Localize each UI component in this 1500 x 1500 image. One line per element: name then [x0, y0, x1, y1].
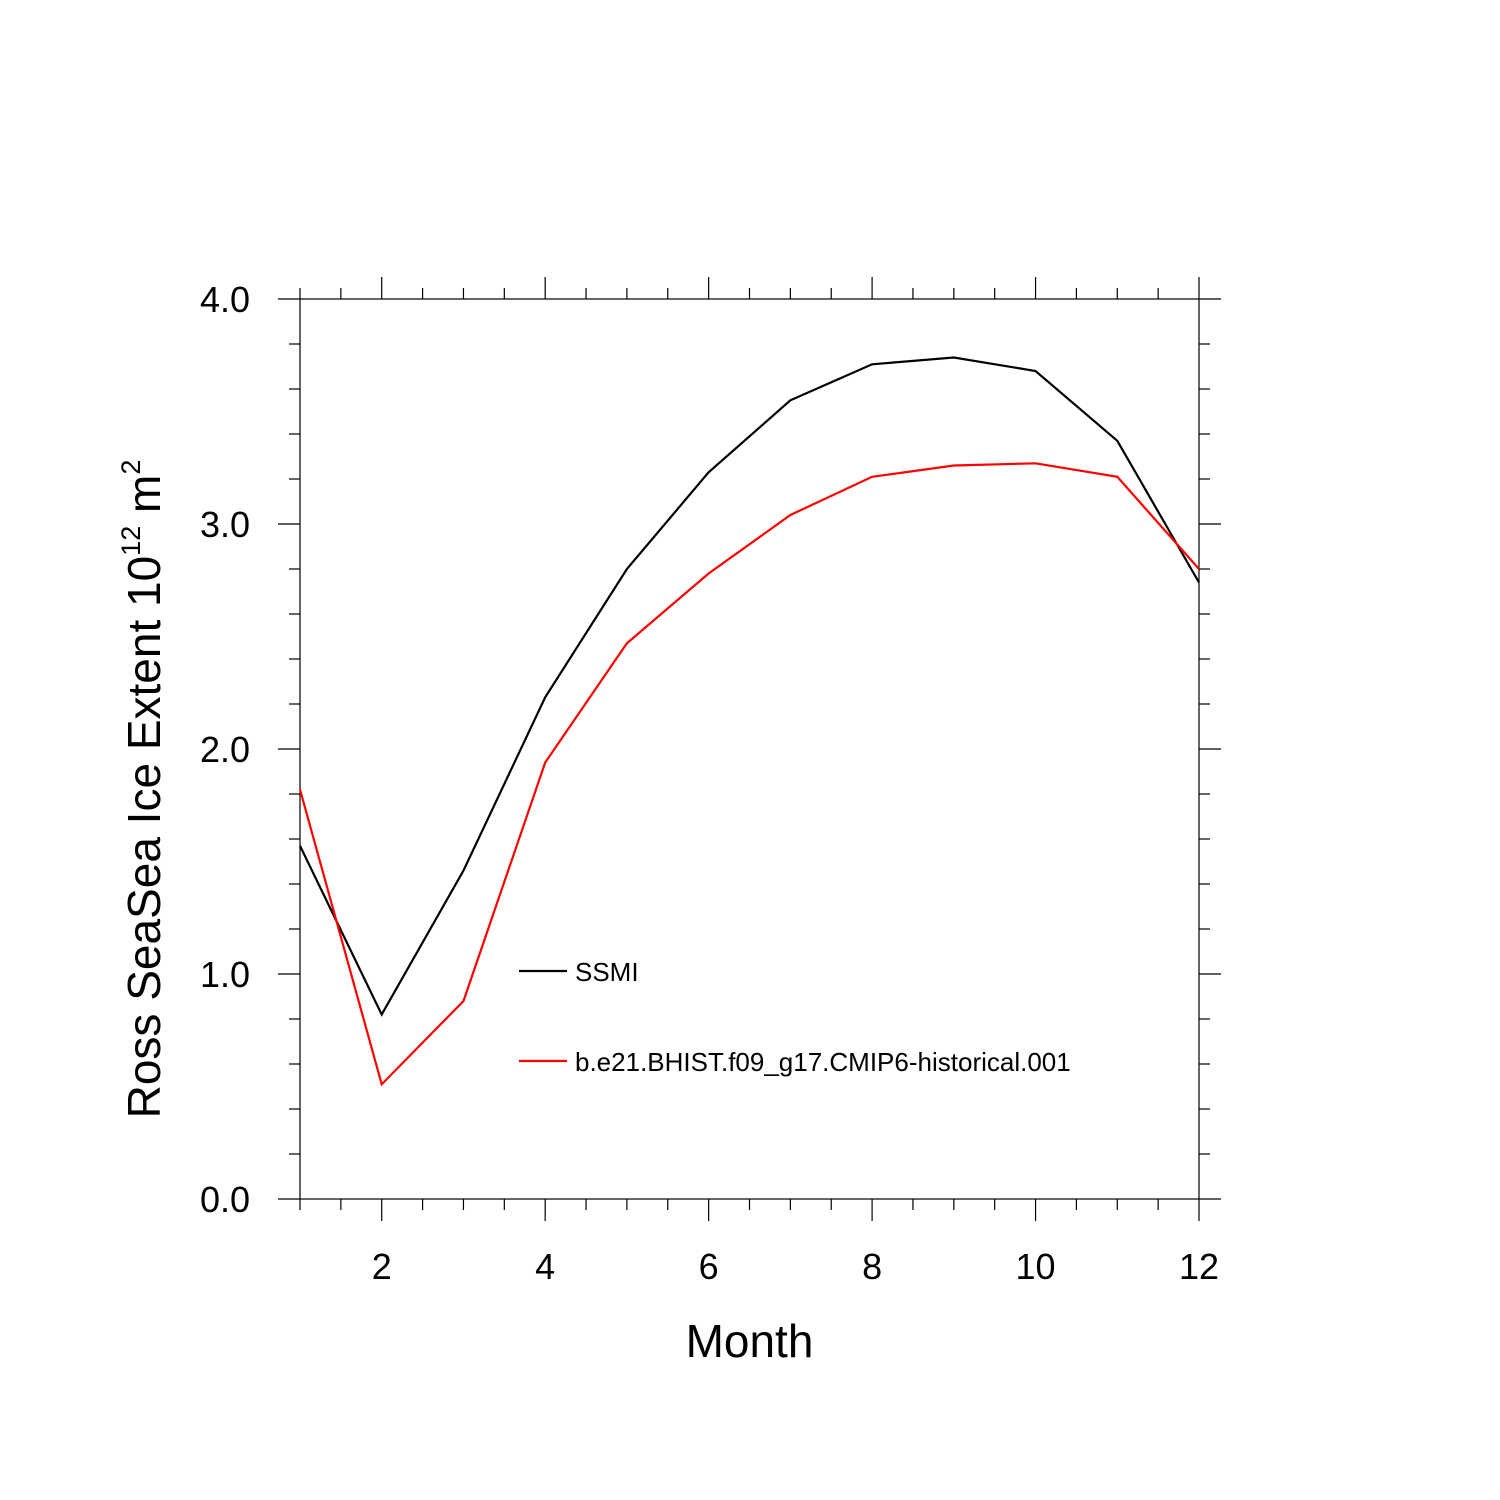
axis-ticks — [278, 277, 1221, 1221]
y-axis-title-unit: m — [118, 475, 170, 526]
x-axis-title: Month — [686, 1315, 814, 1367]
x-tick-label: 4 — [535, 1246, 555, 1287]
y-tick-labels: 0.0 1.0 2.0 3.0 4.0 — [200, 279, 250, 1220]
y-tick-label: 2.0 — [200, 729, 250, 770]
x-tick-label: 12 — [1179, 1246, 1219, 1287]
y-tick-label: 3.0 — [200, 504, 250, 545]
y-tick-label: 4.0 — [200, 279, 250, 320]
y-axis-title-exponent-1: 12 — [116, 526, 146, 556]
series-line-2 — [300, 463, 1199, 1084]
x-tick-labels: 2 4 6 8 10 12 — [372, 1246, 1219, 1287]
y-axis-title-main: Ross SeaSea Ice Extent 10 — [118, 556, 170, 1119]
legend: SSMI b.e21.BHIST.f09_g17.CMIP6-historical… — [519, 957, 1071, 1077]
x-tick-label: 10 — [1016, 1246, 1056, 1287]
y-axis-title-exponent-2: 2 — [116, 460, 146, 475]
x-tick-label: 8 — [862, 1246, 882, 1287]
x-tick-label: 2 — [372, 1246, 392, 1287]
y-axis-title: Ross SeaSea Ice Extent 1012 m2 — [116, 460, 170, 1119]
y-tick-label: 0.0 — [200, 1179, 250, 1220]
legend-label-1: SSMI — [575, 957, 639, 987]
series-lines — [300, 358, 1199, 1085]
y-tick-label: 1.0 — [200, 954, 250, 995]
legend-label-2: b.e21.BHIST.f09_g17.CMIP6-historical.001 — [575, 1047, 1071, 1077]
x-tick-label: 6 — [699, 1246, 719, 1287]
series-line-1 — [300, 358, 1199, 1015]
